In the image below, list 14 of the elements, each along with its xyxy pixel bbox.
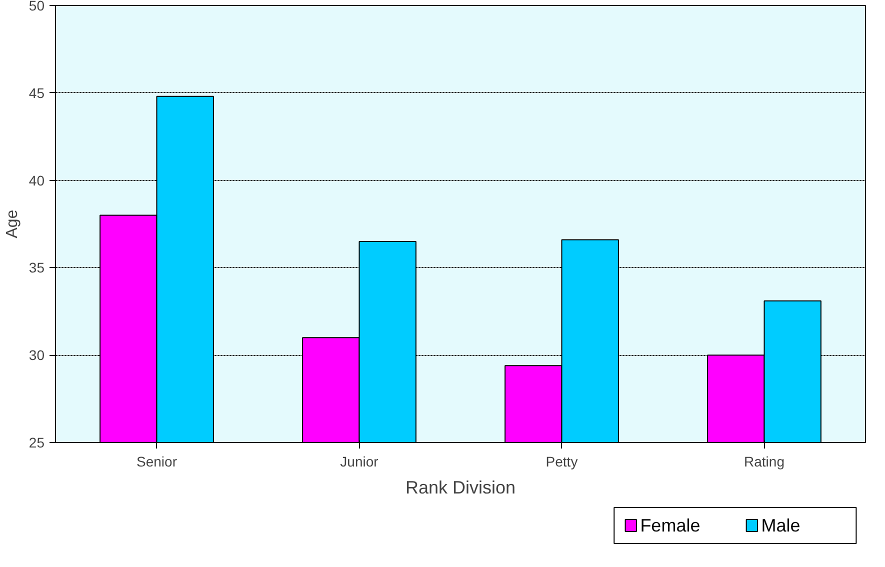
legend-label: Male xyxy=(761,516,800,536)
x-tick-label: Rating xyxy=(744,454,784,470)
y-tick-label: 35 xyxy=(28,260,45,276)
y-tick-label: 25 xyxy=(28,434,45,450)
y-tick-label: 30 xyxy=(28,347,45,364)
x-tick-label: Senior xyxy=(136,454,178,470)
x-tick-label: Petty xyxy=(546,454,578,470)
x-tick-label: Junior xyxy=(340,454,379,470)
y-tick-label: 40 xyxy=(28,172,45,188)
legend-label: Female xyxy=(640,516,700,536)
y-tick-label: 45 xyxy=(28,84,45,101)
y-tick-label: 50 xyxy=(28,0,45,14)
x-axis-title: Rank Division xyxy=(405,478,516,498)
y-axis-title: Age xyxy=(4,210,21,238)
